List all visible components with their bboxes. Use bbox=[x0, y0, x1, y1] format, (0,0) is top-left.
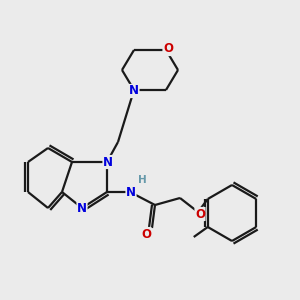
Text: N: N bbox=[129, 85, 139, 98]
Text: N: N bbox=[77, 202, 87, 215]
Text: O: O bbox=[141, 227, 151, 241]
Text: H: H bbox=[138, 175, 146, 185]
Text: N: N bbox=[126, 185, 136, 199]
Text: N: N bbox=[103, 155, 113, 169]
Text: O: O bbox=[195, 208, 205, 220]
Text: O: O bbox=[163, 43, 173, 56]
